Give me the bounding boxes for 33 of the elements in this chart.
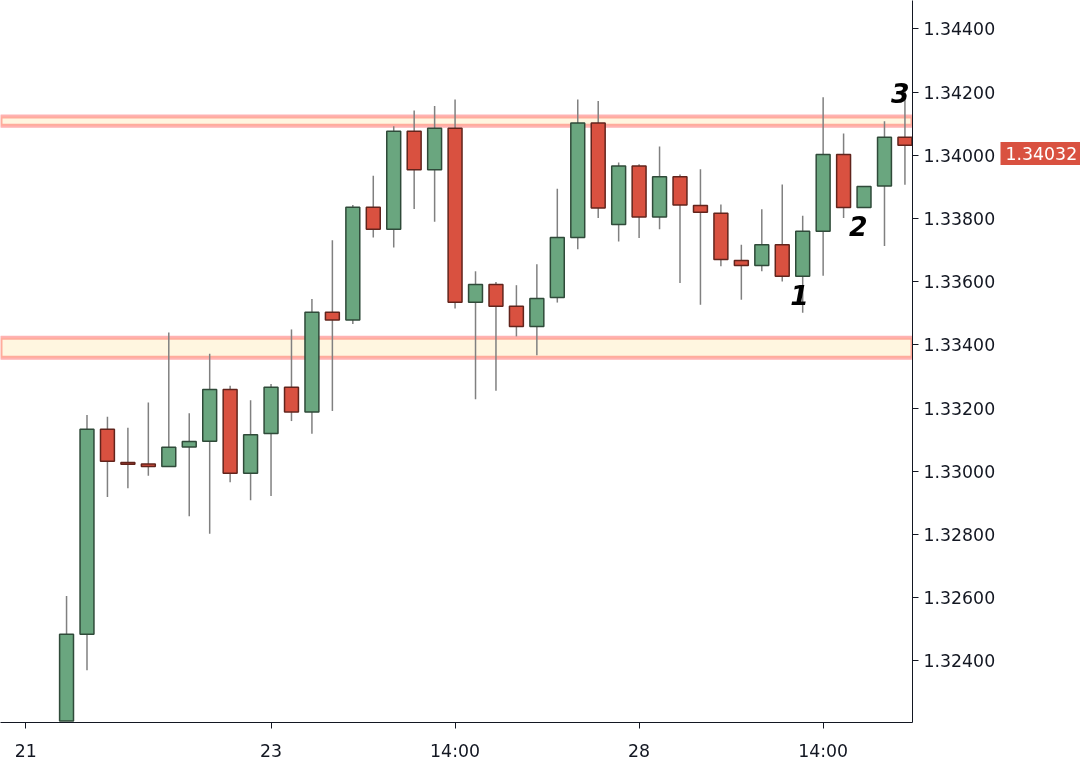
x-tick-label: 28	[628, 740, 651, 761]
candlestick	[467, 270, 484, 401]
candlestick	[161, 331, 177, 468]
y-tick-label: 1.32400	[923, 651, 996, 672]
y-tick-label: 1.33600	[923, 272, 996, 293]
candlestick	[508, 284, 525, 338]
y-tick-label: 1.33800	[923, 209, 996, 230]
y-tick-label: 1.32800	[923, 525, 996, 545]
y-tick-label: 1.32600	[923, 588, 996, 609]
annotation: 3	[890, 77, 910, 109]
x-tick-label: 14:00	[430, 740, 481, 761]
y-tick-label: 1.33200	[923, 398, 996, 419]
candlestick	[120, 426, 136, 490]
candlestick	[140, 401, 157, 477]
candlestick	[488, 281, 504, 392]
y-tick-label: 1.34200	[923, 82, 996, 103]
x-tick-label: 21	[14, 740, 37, 761]
candlestick	[692, 168, 709, 306]
x-tick-label: 14:00	[798, 740, 849, 761]
annotation: 1	[790, 279, 809, 311]
candlestick	[324, 239, 341, 412]
text: 1.34032	[1005, 144, 1078, 164]
candlestick	[365, 175, 381, 239]
y-tick-label: 1.34000	[923, 145, 996, 166]
candlestick	[733, 244, 750, 301]
candlestick	[181, 412, 197, 517]
x-tick-label: 23	[260, 740, 283, 761]
annotation: 2	[849, 210, 868, 242]
candlestick	[754, 208, 770, 273]
y-tick-label: 1.33400	[923, 335, 996, 356]
y-tick-label: 1.33000	[923, 461, 996, 482]
y-tick-label: 1.34400	[923, 19, 996, 40]
candlestick	[856, 185, 872, 209]
